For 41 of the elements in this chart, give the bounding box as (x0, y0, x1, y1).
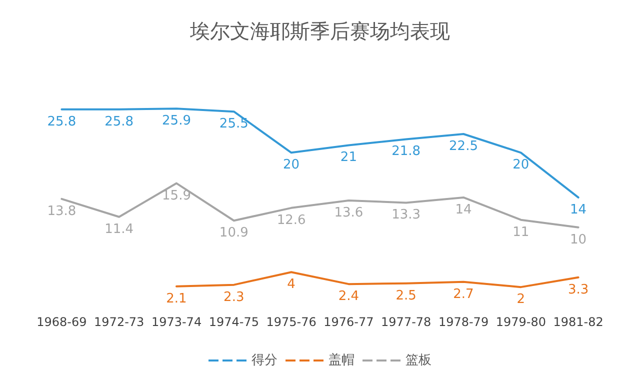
x-tick-label: 1977-78 (381, 315, 432, 329)
x-tick-label: 1968-69 (36, 315, 87, 329)
data-label: 2.1 (166, 291, 187, 306)
x-tick-label: 1972-73 (94, 315, 144, 329)
data-label: 25.9 (162, 114, 191, 129)
x-tick-label: 1976-77 (324, 315, 374, 329)
data-label: 22.5 (449, 139, 478, 154)
data-label: 3.3 (568, 282, 589, 298)
legend-label: 篮板 (406, 353, 432, 368)
data-label: 2.4 (338, 289, 360, 304)
data-label: 21.8 (392, 144, 421, 160)
data-label: 2.7 (453, 286, 474, 302)
data-label: 14 (570, 202, 587, 218)
data-label: 2.5 (396, 288, 416, 304)
x-tick-label: 1975-76 (266, 315, 316, 329)
data-label: 2 (516, 292, 526, 308)
data-label: 25.8 (47, 114, 76, 130)
data-label: 21 (340, 150, 357, 166)
data-label: 20 (512, 158, 530, 173)
legend-label: 盖帽 (328, 352, 354, 368)
x-tick-label: 1974-75 (208, 315, 259, 329)
data-label: 25.5 (219, 116, 248, 132)
x-tick-label: 1981-82 (553, 315, 604, 329)
data-label: 12.6 (276, 212, 306, 228)
chart-title: 埃尔文海耶斯季后赛场均表现 (189, 19, 450, 43)
data-label: 20 (283, 158, 300, 173)
data-label: 10.9 (219, 226, 248, 241)
data-label: 11.4 (104, 222, 134, 237)
data-label: 10 (570, 232, 587, 248)
data-label: 14 (455, 202, 472, 218)
data-label: 11 (512, 224, 530, 240)
data-label: 2.3 (224, 290, 244, 305)
x-tick-label: 1978-79 (438, 315, 489, 329)
legend-label: 得分 (252, 353, 278, 368)
data-label: 13.8 (47, 204, 76, 219)
data-label: 25.8 (104, 114, 134, 130)
x-tick-label: 1979-80 (496, 315, 546, 329)
data-label: 4 (287, 277, 296, 292)
data-label: 13.6 (334, 205, 364, 220)
data-label: 13.3 (392, 208, 421, 223)
x-tick-label: 1973-74 (151, 315, 202, 329)
